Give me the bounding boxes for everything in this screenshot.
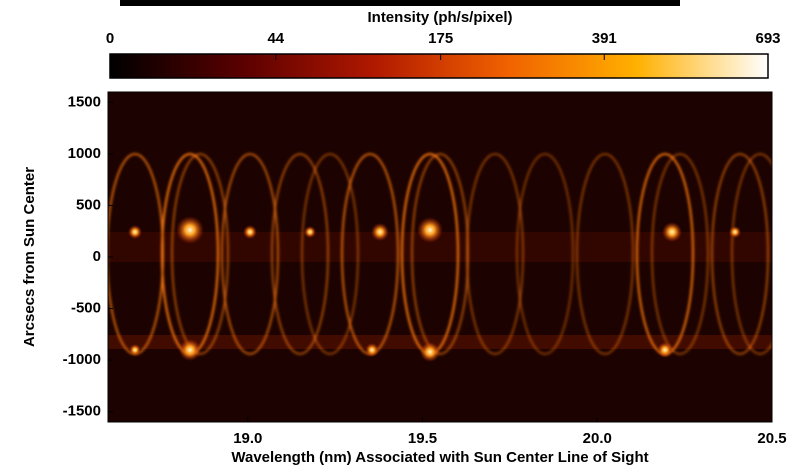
- loop: [271, 153, 329, 355]
- y-tick-label: 1500: [68, 93, 101, 110]
- bright-spot: [662, 222, 682, 242]
- y-tick-label: -1500: [63, 403, 101, 420]
- bright-spot: [129, 344, 141, 356]
- loop: [516, 153, 574, 355]
- bright-spot: [128, 225, 142, 239]
- y-tick-label: 0: [93, 248, 101, 265]
- bright-spot: [371, 223, 389, 241]
- bright-spot: [420, 342, 440, 362]
- colorbar-tick-label: 693: [755, 30, 780, 47]
- loop: [711, 153, 769, 355]
- loop: [301, 153, 359, 355]
- y-tick-label: -1000: [63, 351, 101, 368]
- colorbar: [109, 53, 769, 79]
- x-axis-label: Wavelength (nm) Associated with Sun Cent…: [231, 449, 648, 466]
- bright-spot: [176, 216, 204, 244]
- loop: [221, 153, 279, 355]
- bright-spot: [179, 339, 201, 361]
- top-bar: [120, 0, 680, 6]
- colorbar-label: Intensity (ph/s/pixel): [367, 9, 512, 26]
- loop: [466, 153, 524, 355]
- y-tick-label: 500: [76, 196, 101, 213]
- colorbar-tick-label: 44: [267, 30, 284, 47]
- colorbar-tick-label: 391: [592, 30, 617, 47]
- bright-spot: [365, 343, 379, 357]
- bright-spot: [243, 225, 257, 239]
- x-tick-label: 19.5: [408, 430, 437, 447]
- loop: [651, 153, 709, 355]
- bright-spot: [417, 217, 443, 243]
- x-tick-label: 20.0: [583, 430, 612, 447]
- colorbar-tick-label: 0: [106, 30, 114, 47]
- bright-spot: [657, 342, 673, 358]
- y-tick-label: -500: [71, 300, 101, 317]
- bright-spot: [304, 226, 316, 238]
- loop: [731, 153, 772, 355]
- loop: [576, 153, 634, 355]
- colorbar-tick-label: 175: [428, 30, 453, 47]
- x-tick-label: 20.5: [757, 430, 786, 447]
- bright-spot: [729, 226, 741, 238]
- image: [108, 92, 772, 422]
- y-tick-label: 1000: [68, 145, 101, 162]
- y-axis-label: Arcsecs from Sun Center: [21, 167, 38, 347]
- x-tick-label: 19.0: [233, 430, 262, 447]
